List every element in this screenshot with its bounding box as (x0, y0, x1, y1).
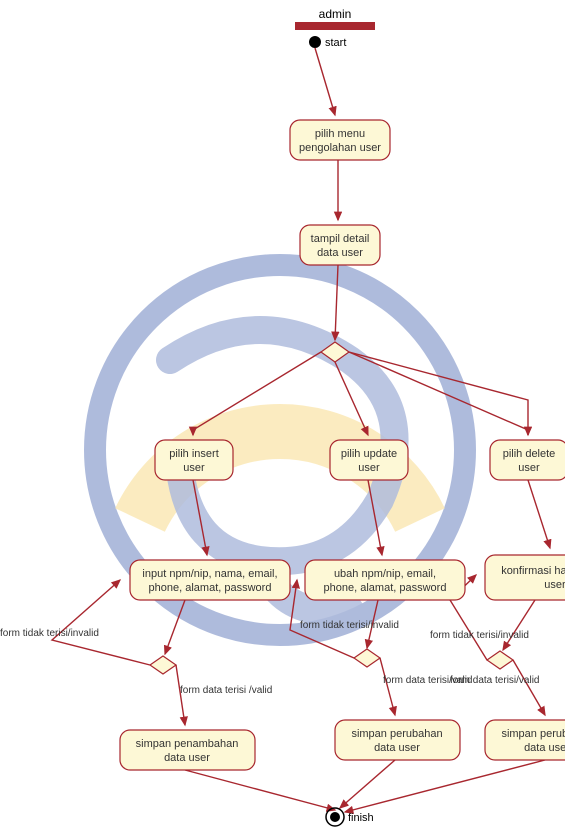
svg-text:simpan perubahan: simpan perubahan (501, 728, 565, 740)
label-l2: form data terisi /valid (180, 685, 272, 696)
svg-text:user: user (518, 462, 540, 474)
node-n1: pilih menu pengolahan user (290, 120, 390, 160)
svg-text:phone, alamat, password: phone, alamat, password (149, 582, 272, 594)
svg-text:pengolahan user: pengolahan user (299, 142, 381, 154)
svg-text:input npm/nip, nama, email,: input npm/nip, nama, email, (142, 568, 277, 580)
label-l1: form tidak terisi/invalid (0, 628, 99, 639)
finish-inner (330, 812, 340, 822)
svg-text:pilih delete: pilih delete (503, 448, 556, 460)
start-label: start (325, 37, 346, 49)
svg-text:phone, alamat, password: phone, alamat, password (324, 582, 447, 594)
label-l5: form tidak terisi/invalid (430, 630, 529, 641)
node-n2: tampil detail data user (300, 225, 380, 265)
edge-konf-dright (503, 600, 535, 650)
node-ubah: ubah npm/nip, email, phone, alamat, pass… (305, 560, 465, 600)
swimlane-title: admin (319, 7, 352, 21)
svg-text:user: user (544, 579, 565, 591)
edge-dmid-valid (380, 658, 395, 715)
svg-text:data user: data user (164, 752, 210, 764)
edge-s1-finish (185, 770, 335, 810)
start-node (309, 36, 321, 48)
svg-text:data user: data user (317, 247, 363, 259)
svg-text:user: user (358, 462, 380, 474)
node-insert: pilih insert user (155, 440, 233, 480)
decision-mid (354, 649, 380, 667)
decision-left (150, 656, 176, 674)
node-delete: pilih delete user (490, 440, 565, 480)
svg-text:data user: data user (524, 742, 565, 754)
decision-right (487, 651, 513, 669)
node-simpan3: simpan perubahan data user (485, 720, 565, 760)
edge-s3-finish (345, 760, 545, 812)
node-konf: konfirmasi hapus data user (485, 555, 565, 600)
node-simpan1: simpan penambahan data user (120, 730, 255, 770)
edge-delete-konf (528, 480, 550, 548)
svg-text:pilih insert: pilih insert (169, 448, 219, 460)
svg-text:tampil detail: tampil detail (311, 233, 370, 245)
svg-text:simpan penambahan: simpan penambahan (136, 738, 239, 750)
label-l3: form tidak terisi/invalid (300, 620, 399, 631)
node-update: pilih update user (330, 440, 408, 480)
node-simpan2: simpan perubahan data user (335, 720, 460, 760)
svg-text:konfirmasi hapus data: konfirmasi hapus data (501, 565, 565, 577)
node-input: input npm/nip, nama, email, phone, alama… (130, 560, 290, 600)
swimlane-bar (295, 22, 375, 30)
svg-text:data user: data user (374, 742, 420, 754)
finish-label: finish (348, 812, 374, 824)
label-l6: form data terisi/valid (450, 675, 539, 686)
svg-text:simpan perubahan: simpan perubahan (351, 728, 442, 740)
svg-text:pilih update: pilih update (341, 448, 397, 460)
svg-text:ubah npm/nip, email,: ubah npm/nip, email, (334, 568, 436, 580)
edge-dright-valid (513, 660, 545, 715)
svg-text:pilih menu: pilih menu (315, 128, 365, 140)
edge-start-n1 (315, 48, 335, 115)
svg-text:user: user (183, 462, 205, 474)
